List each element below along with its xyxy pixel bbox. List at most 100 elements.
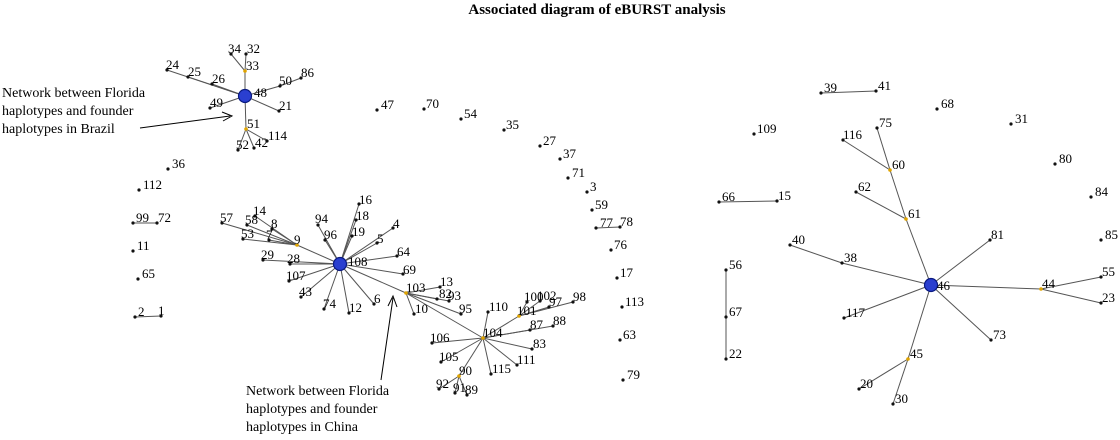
- node-marker-77: [594, 226, 598, 230]
- node-label-76: 76: [614, 237, 628, 252]
- node-label-44: 44: [1042, 276, 1056, 291]
- node-label-17: 17: [620, 265, 634, 280]
- node-95: 95: [459, 301, 472, 316]
- node-label-16: 16: [359, 192, 373, 207]
- node-marker-102: [538, 299, 542, 303]
- node-label-95: 95: [459, 301, 472, 316]
- node-marker-57: [220, 221, 224, 225]
- node-marker-50: [278, 84, 282, 88]
- node-label-41: 41: [878, 78, 891, 93]
- node-label-60: 60: [892, 157, 905, 172]
- edge-77-78: [595, 226, 621, 229]
- founder-marker-108: [332, 256, 348, 272]
- diagram-title: Associated diagram of eBURST analysis: [468, 2, 725, 18]
- node-88: 88: [551, 313, 566, 328]
- node-marker-82: [435, 297, 439, 301]
- node-25: 25: [186, 64, 201, 79]
- node-label-108: 108: [348, 254, 368, 269]
- node-label-68: 68: [941, 96, 954, 111]
- node-28: 28: [287, 251, 300, 266]
- node-label-62: 62: [858, 179, 871, 194]
- node-label-53: 53: [241, 226, 254, 241]
- annotation-brazil-line-2: haplotypes and founder: [2, 104, 134, 119]
- node-105: 105: [439, 349, 459, 364]
- node-27: 27: [538, 133, 557, 148]
- node-label-33: 33: [246, 58, 259, 73]
- node-label-81: 81: [991, 227, 1004, 242]
- node-76: 76: [609, 237, 628, 252]
- node-marker-65: [136, 277, 140, 281]
- node-label-18: 18: [356, 208, 369, 223]
- node-label-104: 104: [483, 325, 503, 340]
- node-label-72: 72: [158, 210, 171, 225]
- node-marker-91: [453, 391, 457, 395]
- edge-108-64: [339, 255, 398, 265]
- node-label-105: 105: [439, 349, 459, 364]
- node-marker-3: [585, 190, 589, 194]
- node-3: 3: [585, 179, 597, 194]
- node-label-74: 74: [323, 296, 337, 311]
- node-label-49: 49: [210, 95, 223, 110]
- node-label-114: 114: [268, 128, 288, 143]
- node-marker-69: [401, 272, 405, 276]
- node-marker-26: [210, 82, 214, 86]
- node-label-47: 47: [381, 97, 395, 112]
- node-marker-110: [486, 310, 490, 314]
- annotation-china-line-3: haplotypes in China: [246, 420, 359, 435]
- node-marker-8: [270, 227, 274, 231]
- node-57: 57: [220, 210, 234, 225]
- node-marker-45: [906, 357, 910, 361]
- node-89: 89: [465, 382, 478, 397]
- edge-104-90: [458, 337, 484, 377]
- node-marker-73: [989, 338, 993, 342]
- annotation-brazil-line-1: Network between Florida: [2, 86, 146, 101]
- node-72: 72: [155, 210, 171, 225]
- node-66: 66: [717, 189, 736, 204]
- node-83: 83: [530, 336, 546, 351]
- node-label-2: 2: [138, 304, 145, 319]
- node-label-93: 93: [448, 288, 461, 303]
- edge-33-32: [244, 53, 247, 72]
- node-81: 81: [988, 227, 1004, 242]
- node-6: 6: [372, 291, 381, 306]
- edge-33-34: [230, 53, 246, 72]
- edge-60-116: [842, 139, 891, 171]
- node-label-112: 112: [143, 177, 162, 192]
- node-label-34: 34: [228, 41, 242, 56]
- edge-9-14: [254, 215, 298, 246]
- node-label-88: 88: [553, 313, 566, 328]
- edge-9-58: [246, 224, 298, 246]
- node-marker-43: [299, 295, 303, 299]
- edge-90-89: [458, 375, 468, 396]
- edge-103-13: [405, 286, 441, 294]
- edge-90-91: [454, 375, 460, 394]
- edge-46-45: [907, 284, 932, 360]
- node-marker-7: [267, 238, 271, 242]
- node-marker-86: [299, 76, 303, 80]
- edge-38-40: [789, 244, 843, 264]
- node-label-97: 97: [549, 294, 563, 309]
- node-marker-10: [412, 312, 416, 316]
- node-marker-95: [459, 312, 463, 316]
- node-96: 96: [323, 227, 338, 242]
- node-label-70: 70: [426, 96, 439, 111]
- node-label-84: 84: [1095, 184, 1109, 199]
- node-79: 79: [621, 367, 640, 382]
- node-label-31: 31: [1015, 111, 1028, 126]
- node-label-67: 67: [729, 304, 743, 319]
- node-marker-41: [874, 89, 878, 93]
- node-label-25: 25: [188, 64, 201, 79]
- edge-45-30: [892, 358, 909, 405]
- node-marker-93: [447, 299, 451, 303]
- annotation-china-line-2: haplotypes and founder: [246, 402, 378, 417]
- node-marker-39: [819, 91, 823, 95]
- edge-108-43: [300, 263, 341, 298]
- node-label-32: 32: [247, 41, 260, 56]
- node-label-109: 109: [757, 121, 777, 136]
- node-label-19: 19: [352, 224, 365, 239]
- node-84: 84: [1089, 184, 1109, 199]
- node-marker-81: [988, 238, 992, 242]
- node-21: 21: [277, 98, 292, 113]
- node-39: 39: [819, 80, 837, 95]
- node-label-26: 26: [212, 71, 226, 86]
